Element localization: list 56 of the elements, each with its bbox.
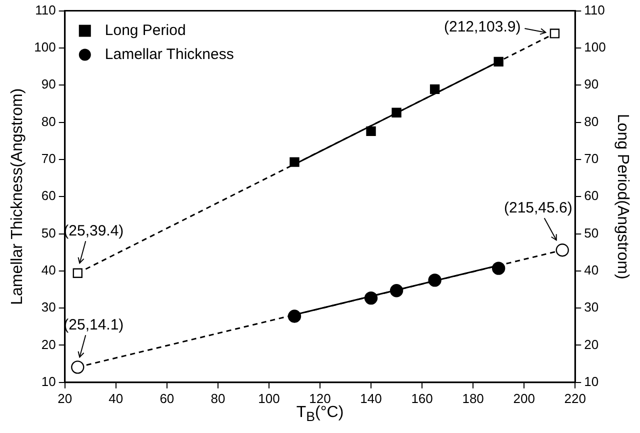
point bbox=[390, 284, 404, 298]
y-tick-label: 70 bbox=[41, 151, 56, 166]
y-tick-label: 30 bbox=[41, 300, 56, 315]
y2-tick-label: 70 bbox=[584, 151, 599, 166]
y2-tick-label: 80 bbox=[584, 114, 599, 129]
point bbox=[290, 157, 300, 167]
y2-tick-label: 90 bbox=[584, 76, 599, 92]
y2-tick-label: 60 bbox=[584, 188, 599, 204]
y-tick-label: 100 bbox=[34, 40, 56, 55]
point bbox=[556, 244, 569, 257]
y2-tick-label: 40 bbox=[584, 262, 599, 278]
x-tick-label: 40 bbox=[108, 390, 124, 406]
y-tick-label: 20 bbox=[41, 336, 56, 352]
x-axis-title: T$_{B}$(°C) bbox=[295, 404, 345, 424]
point bbox=[492, 262, 506, 275]
y-tick-label: 80 bbox=[41, 114, 56, 129]
x-tick-label: 80 bbox=[210, 390, 226, 406]
point bbox=[288, 310, 302, 323]
point bbox=[494, 56, 504, 67]
annotation: (215,45.6) bbox=[504, 199, 572, 216]
x-tick-label: 160 bbox=[411, 390, 433, 406]
y2-tick-label: 50 bbox=[584, 225, 599, 240]
point bbox=[72, 268, 82, 278]
x-tick-label: 120 bbox=[309, 390, 331, 406]
y-axis-title: Lamellar Thickness(Angstrom) bbox=[9, 88, 26, 305]
point bbox=[430, 84, 440, 94]
x-tick-label: 20 bbox=[58, 390, 72, 406]
point bbox=[550, 28, 560, 38]
annotation: (212,103.9) bbox=[444, 18, 521, 36]
point bbox=[428, 274, 442, 287]
annotation: (25,14.1) bbox=[64, 316, 124, 334]
y-tick-label: 60 bbox=[41, 188, 56, 204]
y2-tick-label: 20 bbox=[584, 336, 599, 352]
y2-tick-label: 100 bbox=[584, 40, 606, 55]
y2-axis-title: Long Period(Angstrom) bbox=[614, 114, 631, 280]
y2-tick-label: 30 bbox=[584, 300, 599, 315]
y-tick-label: 10 bbox=[41, 374, 56, 389]
legend-label: Long Period bbox=[104, 22, 186, 39]
x-tick-label: 200 bbox=[513, 390, 535, 406]
point bbox=[392, 108, 402, 118]
y-tick-label: 40 bbox=[41, 262, 56, 278]
x-tick-label: 180 bbox=[462, 390, 484, 406]
x-tick-label: 60 bbox=[160, 390, 174, 406]
x-tick-label: 100 bbox=[258, 390, 280, 406]
point bbox=[366, 126, 376, 136]
point bbox=[71, 360, 84, 374]
y-tick-label: 110 bbox=[35, 2, 56, 18]
y2-tick-label: 10 bbox=[584, 374, 599, 389]
y-tick-label: 90 bbox=[41, 76, 56, 92]
legend-label: Lamellar Thickness bbox=[104, 46, 234, 63]
x-tick-label: 220 bbox=[564, 390, 586, 406]
y-tick-label: 50 bbox=[41, 225, 56, 240]
annotation: (25,39.4) bbox=[64, 222, 124, 240]
y2-tick-label: 110 bbox=[584, 2, 605, 18]
x-tick-label: 140 bbox=[360, 390, 382, 406]
point bbox=[364, 291, 378, 305]
